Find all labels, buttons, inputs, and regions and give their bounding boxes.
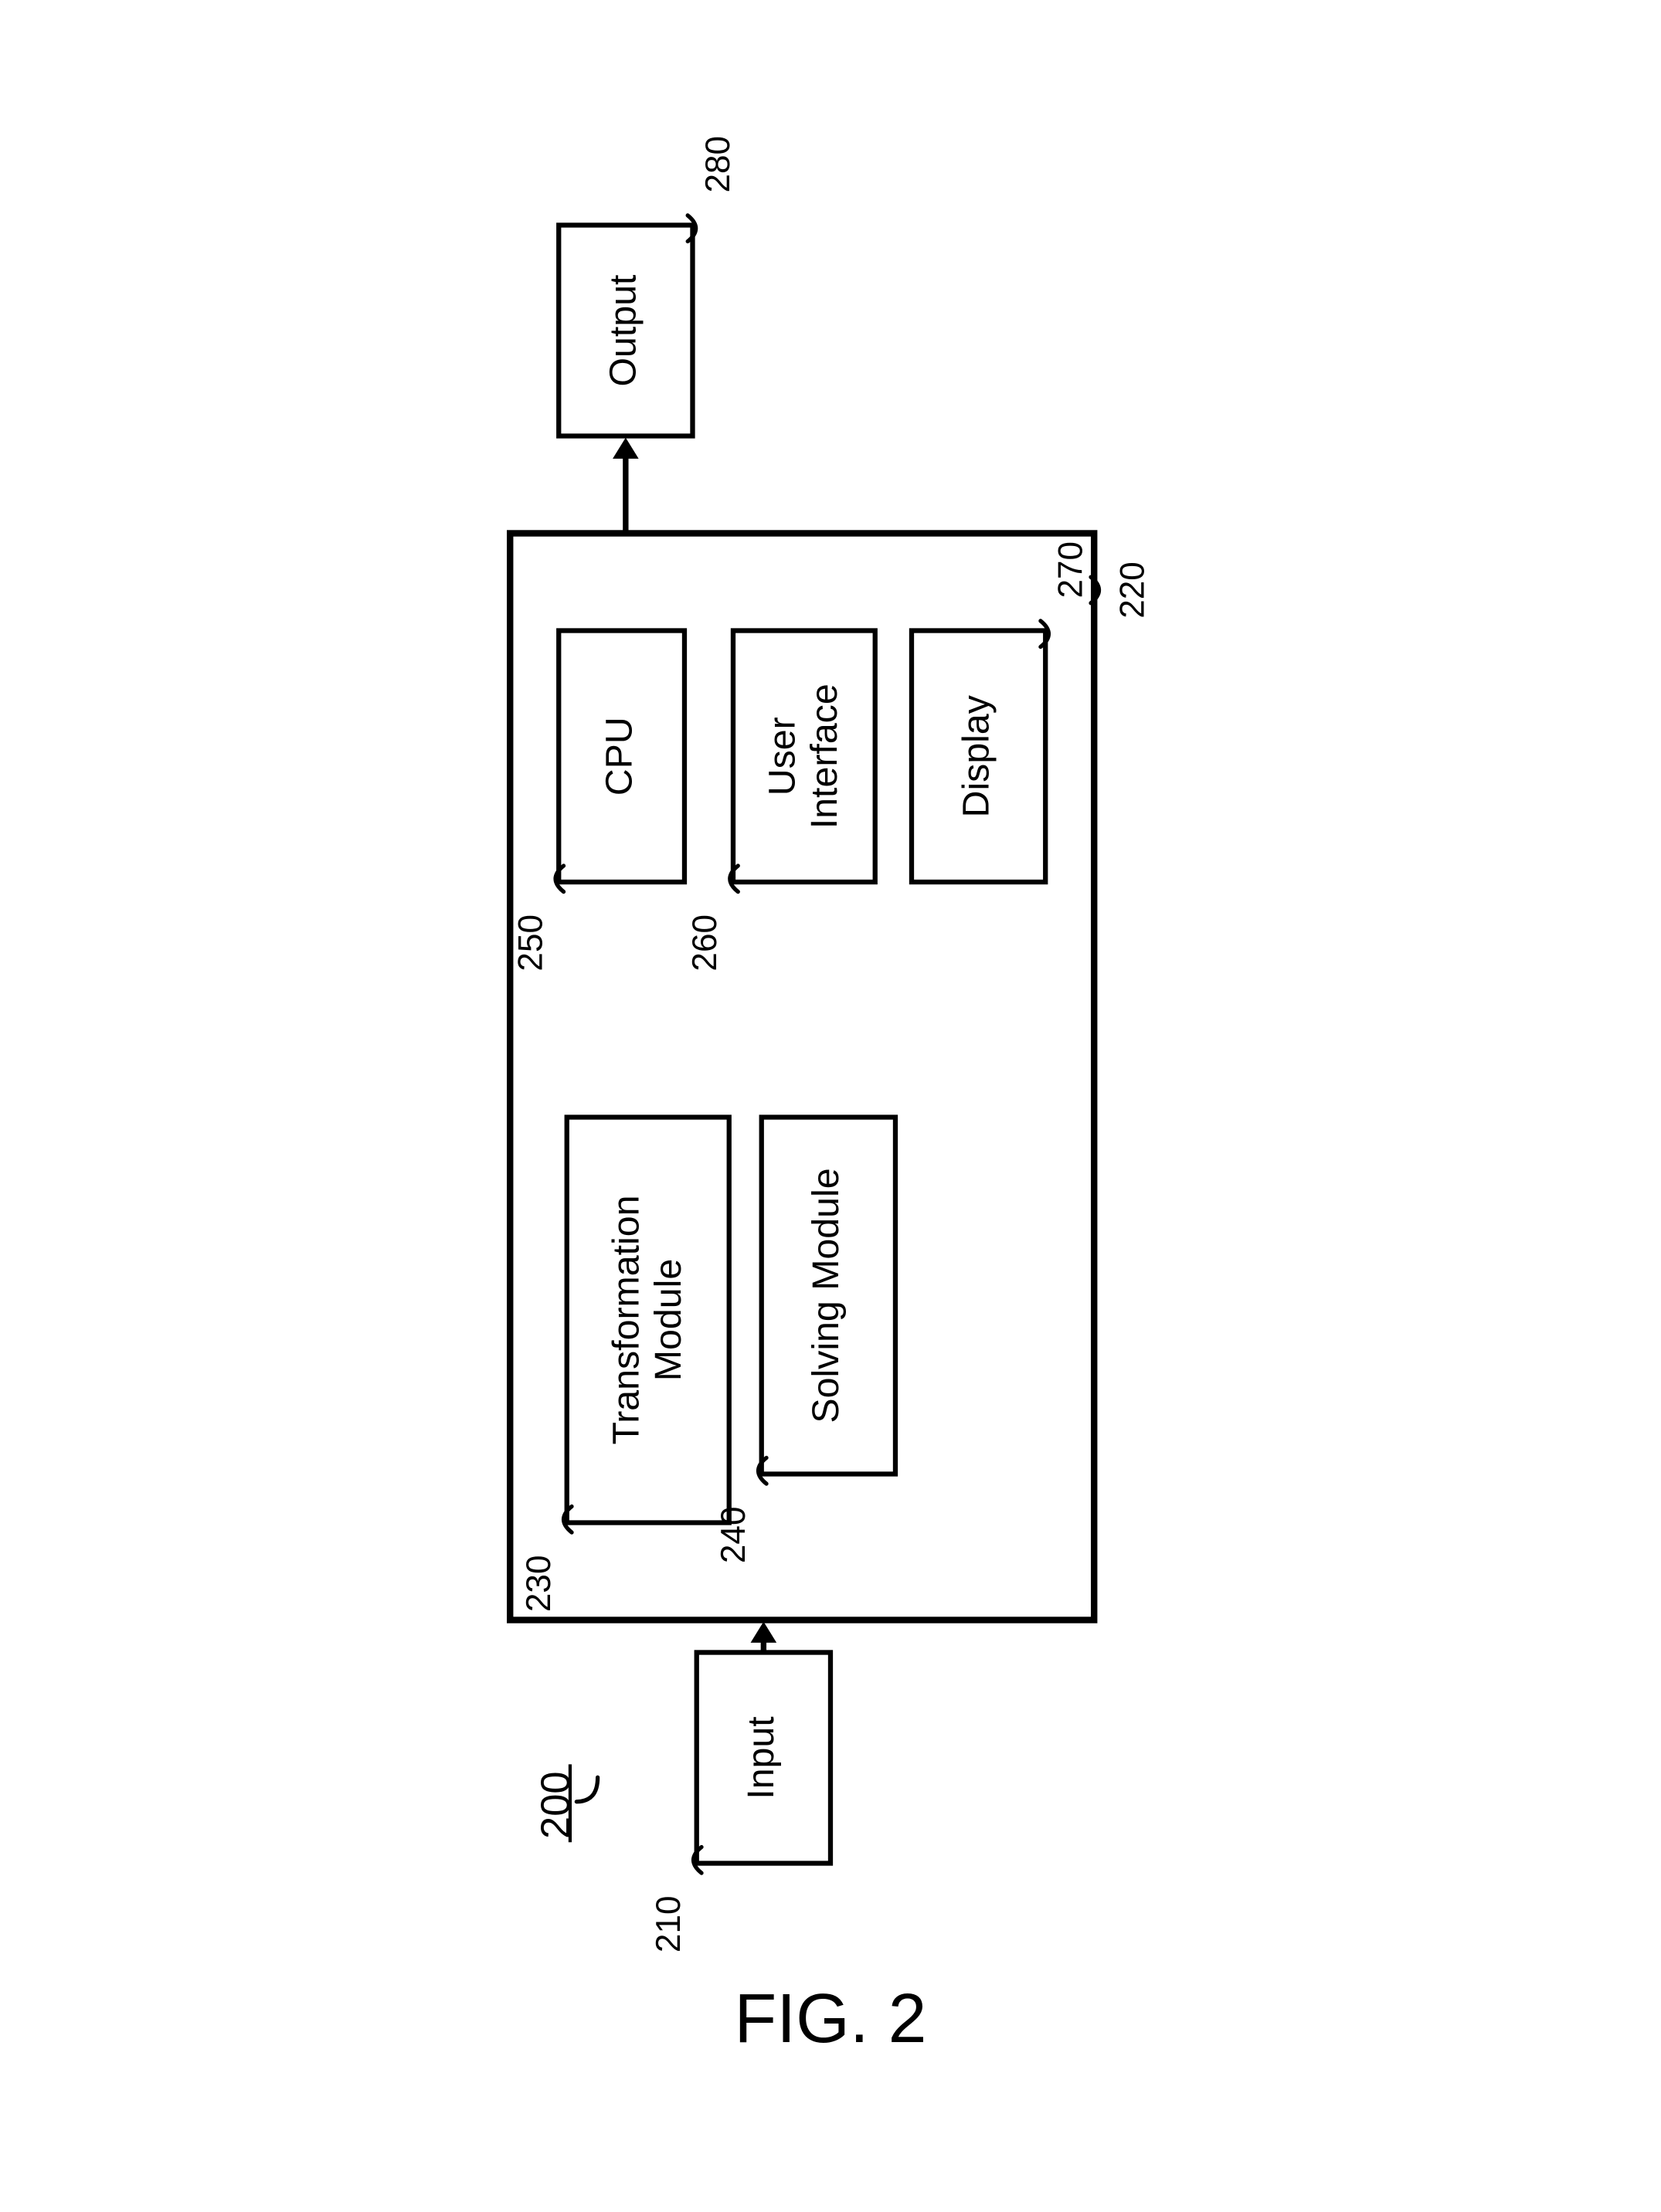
svg-text:240: 240 <box>715 1507 752 1564</box>
svg-text:Input: Input <box>740 1716 782 1800</box>
svg-text:260: 260 <box>686 914 724 972</box>
svg-text:Transformation: Transformation <box>605 1196 647 1445</box>
svg-text:Interface: Interface <box>803 684 845 829</box>
svg-text:220: 220 <box>1113 561 1151 619</box>
svg-text:200: 200 <box>533 1771 579 1839</box>
svg-text:Solving Module: Solving Module <box>805 1168 847 1423</box>
patent-diagram: 220 TransformationModule 230 Solving Module… <box>0 0 1661 2212</box>
svg-text:270: 270 <box>1052 541 1090 599</box>
svg-text:210: 210 <box>650 1896 688 1953</box>
figure-caption: FIG. 2 <box>735 1980 927 2057</box>
svg-text:280: 280 <box>699 136 737 193</box>
svg-text:230: 230 <box>520 1556 558 1613</box>
svg-text:User: User <box>761 717 803 796</box>
svg-text:250: 250 <box>511 914 549 972</box>
svg-text:Module: Module <box>647 1259 689 1381</box>
svg-text:Output: Output <box>603 274 644 387</box>
svg-text:Display: Display <box>955 694 997 817</box>
svg-text:CPU: CPU <box>598 717 640 796</box>
